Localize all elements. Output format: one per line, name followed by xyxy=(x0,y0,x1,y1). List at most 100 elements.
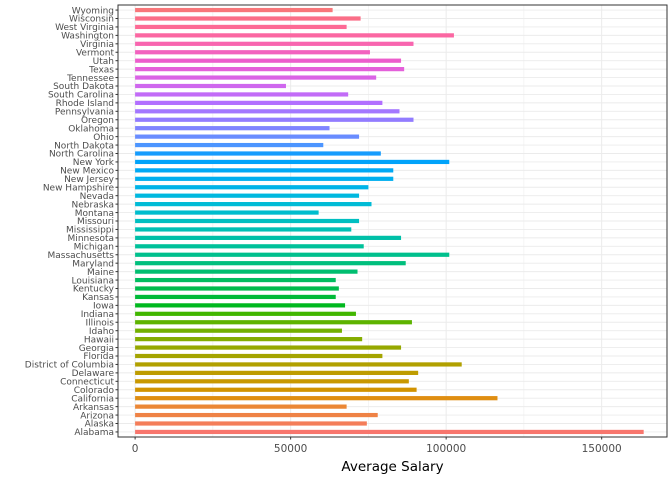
y-tick-label: Nebraska xyxy=(72,200,114,210)
bar xyxy=(135,109,400,114)
y-tick-label: Illinois xyxy=(85,318,114,328)
bar xyxy=(135,294,336,300)
x-tick-label: 100000 xyxy=(426,443,466,455)
bar xyxy=(135,159,450,165)
y-tick-label: Mississippi xyxy=(66,226,114,236)
y-tick-label: Indiana xyxy=(81,310,114,320)
bar xyxy=(135,379,409,384)
x-tick-label: 150000 xyxy=(582,443,622,455)
bar xyxy=(135,320,412,325)
y-tick-label: Ohio xyxy=(93,133,114,143)
bar xyxy=(135,134,360,139)
y-tick-label: Georgia xyxy=(79,344,114,354)
y-tick-label: New Mexico xyxy=(60,167,114,177)
y-tick-label: Iowa xyxy=(93,302,114,312)
bar xyxy=(135,151,381,156)
y-tick-label: Michigan xyxy=(74,243,114,253)
bar xyxy=(135,337,363,342)
bar xyxy=(135,92,349,97)
y-tick-label: Virginia xyxy=(80,40,114,50)
bar xyxy=(135,370,419,375)
bar xyxy=(135,193,360,198)
bar xyxy=(135,16,361,21)
y-tick-label: West Virginia xyxy=(55,23,114,33)
y-tick-label: New York xyxy=(73,158,115,168)
bar xyxy=(135,7,333,13)
y-tick-label: Minnesota xyxy=(68,234,114,244)
bar xyxy=(135,33,454,38)
bar xyxy=(135,345,402,350)
bar xyxy=(135,142,324,148)
bar xyxy=(135,126,330,131)
bar xyxy=(135,67,405,72)
y-tick-label: Arkansas xyxy=(73,403,114,413)
y-tick-label: Connecticut xyxy=(60,378,114,388)
bar xyxy=(135,176,394,181)
bar xyxy=(135,261,406,266)
y-tick-label: Kansas xyxy=(82,293,114,303)
y-tick-label: Alaska xyxy=(85,420,114,430)
y-tick-label: Montana xyxy=(75,209,114,219)
bar xyxy=(135,50,370,55)
y-tick-label: Vermont xyxy=(76,48,115,58)
bar xyxy=(135,202,372,207)
bar xyxy=(135,235,402,240)
y-tick-label: Arizona xyxy=(80,411,114,421)
y-tick-label: Oklahoma xyxy=(68,124,114,134)
y-tick-label: Texas xyxy=(88,65,114,75)
bar xyxy=(135,41,414,46)
y-tick-label: Kentucky xyxy=(73,285,115,295)
y-tick-label: Pennsylvania xyxy=(55,108,114,118)
y-tick-label: Washington xyxy=(61,32,114,42)
y-tick-label: South Carolina xyxy=(48,91,114,101)
bar xyxy=(135,311,356,316)
bar xyxy=(135,353,383,359)
bar xyxy=(135,210,319,215)
y-tick-label: Colorado xyxy=(74,386,115,396)
bar xyxy=(135,396,498,401)
bar-series xyxy=(135,7,644,435)
x-axis-title: Average Salary xyxy=(341,459,443,475)
y-tick-label: Louisiana xyxy=(72,276,115,286)
y-tick-label: South Dakota xyxy=(53,82,114,92)
bar xyxy=(135,185,369,190)
bar xyxy=(135,387,417,392)
y-tick-label: Delaware xyxy=(72,369,115,379)
y-tick-label: North Dakota xyxy=(54,141,114,151)
bar xyxy=(135,24,347,30)
y-axis-ticks: AlabamaAlaskaArizonaArkansasCaliforniaCo… xyxy=(25,6,118,438)
bar xyxy=(135,218,360,224)
bar xyxy=(135,277,336,283)
bar xyxy=(135,244,364,249)
x-tick-label: 50000 xyxy=(274,443,307,455)
x-tick-label: 0 xyxy=(132,443,139,455)
y-tick-label: Florida xyxy=(83,352,114,362)
bar xyxy=(135,75,377,80)
y-tick-label: New Hampshire xyxy=(43,183,115,193)
bar xyxy=(135,362,462,367)
bar xyxy=(135,303,346,308)
y-tick-label: Maine xyxy=(87,268,114,278)
bar xyxy=(135,58,402,63)
bar xyxy=(135,83,286,89)
bar xyxy=(135,269,358,274)
bar xyxy=(135,168,394,173)
y-tick-label: Alabama xyxy=(74,428,114,438)
bar xyxy=(135,227,352,232)
y-tick-label: Utah xyxy=(93,57,114,67)
y-tick-label: Wisconsin xyxy=(69,15,114,25)
y-tick-label: Idaho xyxy=(89,327,115,337)
bar xyxy=(135,404,347,409)
y-tick-label: Hawaii xyxy=(84,335,114,345)
bar xyxy=(135,421,367,426)
bar xyxy=(135,286,339,291)
y-tick-label: Oregon xyxy=(81,116,114,126)
y-tick-label: New Jersey xyxy=(64,175,115,185)
y-tick-label: Nevada xyxy=(80,192,114,202)
y-tick-label: Maryland xyxy=(72,259,114,269)
y-tick-label: California xyxy=(71,394,114,404)
bar xyxy=(135,117,414,122)
y-tick-label: Tennessee xyxy=(66,74,114,84)
bar xyxy=(135,252,450,257)
